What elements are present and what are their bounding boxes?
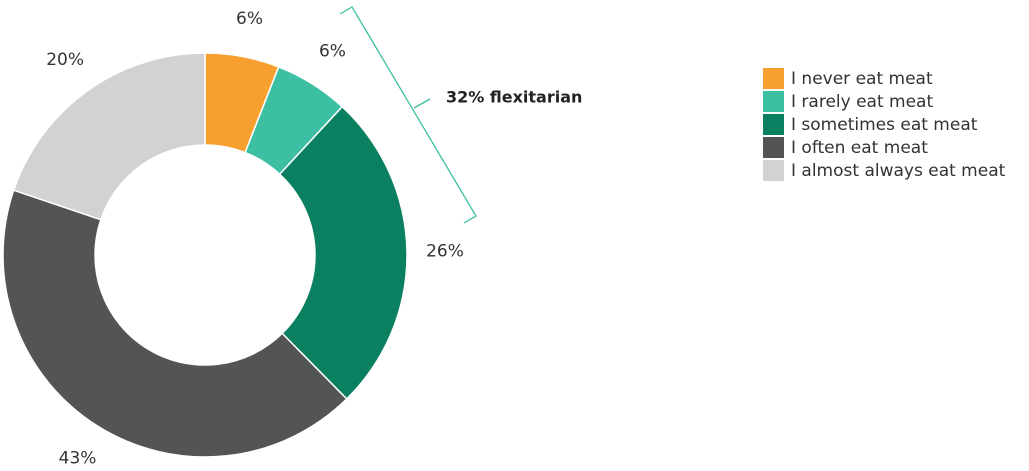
legend-swatch [763, 91, 784, 112]
legend-label: I never eat meat [791, 69, 933, 89]
legend-swatch [763, 160, 784, 181]
legend-label: I often eat meat [791, 138, 928, 158]
bracket [339, 6, 477, 224]
slice [2, 189, 348, 458]
legend-swatch [763, 114, 784, 135]
legend-label: I almost always eat meat [791, 161, 1006, 181]
data-label: 20% [46, 50, 84, 70]
bracket-tick [413, 98, 431, 109]
annotation: 32% flexitarian [446, 88, 582, 107]
bracket-line [339, 6, 477, 224]
data-label: 43% [59, 448, 97, 468]
data-label: 26% [426, 241, 464, 261]
data-label: 6% [236, 9, 263, 29]
slice [278, 105, 408, 401]
data-label: 6% [319, 42, 346, 62]
legend-label: I rarely eat meat [791, 92, 933, 112]
legend-swatch [763, 68, 784, 89]
legend-swatch [763, 137, 784, 158]
legend-label: I sometimes eat meat [791, 115, 978, 135]
slice [12, 52, 206, 221]
